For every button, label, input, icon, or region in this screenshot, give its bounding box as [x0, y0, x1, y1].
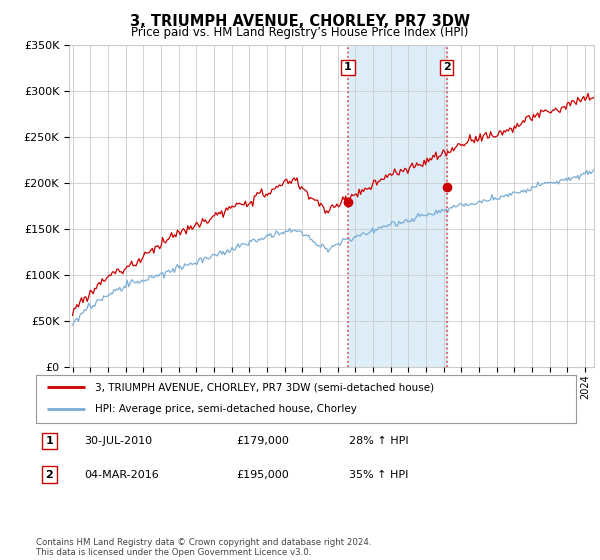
Bar — [348, 45, 447, 367]
Text: 2: 2 — [46, 470, 53, 479]
Text: 35% ↑ HPI: 35% ↑ HPI — [349, 470, 409, 479]
Text: 30-JUL-2010: 30-JUL-2010 — [85, 436, 153, 446]
Text: Price paid vs. HM Land Registry’s House Price Index (HPI): Price paid vs. HM Land Registry’s House … — [131, 26, 469, 39]
Text: Contains HM Land Registry data © Crown copyright and database right 2024.
This d: Contains HM Land Registry data © Crown c… — [36, 538, 371, 557]
Text: 2: 2 — [443, 62, 451, 72]
Text: 1: 1 — [46, 436, 53, 446]
Text: 04-MAR-2016: 04-MAR-2016 — [85, 470, 160, 479]
Text: 1: 1 — [344, 62, 352, 72]
Text: £179,000: £179,000 — [236, 436, 289, 446]
Text: 28% ↑ HPI: 28% ↑ HPI — [349, 436, 409, 446]
Text: 3, TRIUMPH AVENUE, CHORLEY, PR7 3DW (semi-detached house): 3, TRIUMPH AVENUE, CHORLEY, PR7 3DW (sem… — [95, 382, 434, 392]
Text: £195,000: £195,000 — [236, 470, 289, 479]
Text: HPI: Average price, semi-detached house, Chorley: HPI: Average price, semi-detached house,… — [95, 404, 357, 414]
Text: 3, TRIUMPH AVENUE, CHORLEY, PR7 3DW: 3, TRIUMPH AVENUE, CHORLEY, PR7 3DW — [130, 14, 470, 29]
